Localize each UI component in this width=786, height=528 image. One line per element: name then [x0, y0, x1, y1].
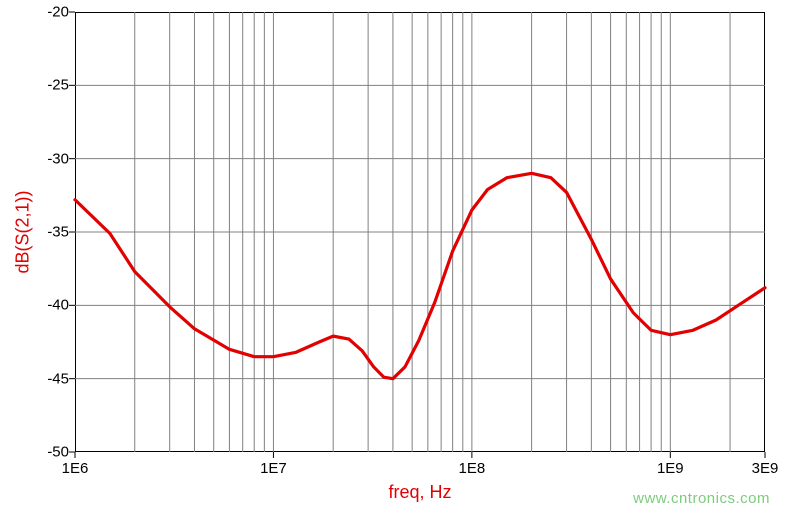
- y-axis-label: dB(S(2,1)): [13, 190, 34, 273]
- x-tick-label: 1E8: [459, 456, 486, 477]
- y-tick-label: -20: [47, 4, 75, 21]
- plot-svg: [0, 0, 786, 528]
- y-tick-label: -40: [47, 297, 75, 314]
- y-tick-label: -30: [47, 150, 75, 167]
- x-tick-label: 1E6: [62, 456, 89, 477]
- watermark-text: www.cntronics.com: [633, 490, 770, 507]
- x-tick-label: 3E9: [752, 456, 779, 477]
- x-tick-label: 1E9: [657, 456, 684, 477]
- y-tick-label: -35: [47, 224, 75, 241]
- x-axis-label: freq, Hz: [388, 482, 451, 503]
- x-tick-label: 1E7: [260, 456, 287, 477]
- chart-frame: dB(S(2,1)) freq, Hz -20-25-30-35-40-45-5…: [0, 0, 786, 528]
- y-tick-label: -45: [47, 370, 75, 387]
- y-tick-label: -25: [47, 77, 75, 94]
